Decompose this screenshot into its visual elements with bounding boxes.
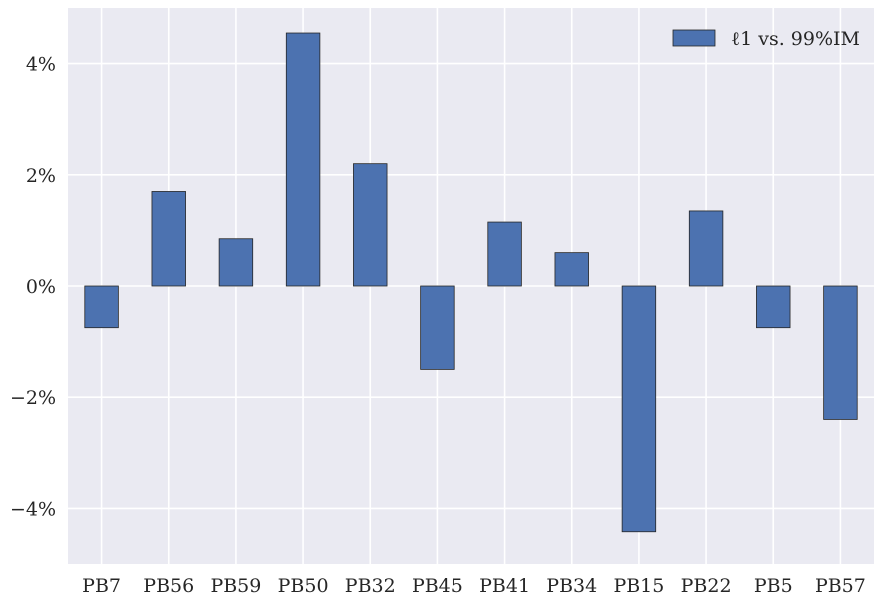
bar-pb56	[151, 191, 186, 287]
bar-pb22	[688, 210, 724, 287]
x-tick-label: PB15	[613, 575, 664, 597]
y-tick-label: 0%	[26, 276, 56, 298]
legend: ℓ1 vs. 99%IM	[672, 28, 860, 50]
x-tick-label: PB22	[681, 575, 732, 597]
x-tick-label: PB32	[345, 575, 396, 597]
y-tick-label: −4%	[10, 498, 56, 520]
bar-pb34	[554, 252, 589, 287]
bar-pb7	[84, 285, 119, 329]
y-axis-ticks: −4% −2% 0% 2% 4%	[10, 54, 56, 521]
x-tick-label: PB57	[815, 575, 866, 597]
bars	[84, 32, 858, 533]
bar-pb5	[756, 285, 791, 329]
bar-pb41	[487, 221, 522, 287]
legend-swatch	[672, 29, 716, 47]
x-tick-label: PB7	[82, 575, 121, 597]
bar-pb59	[218, 238, 254, 287]
y-tick-label: −2%	[10, 387, 56, 409]
x-axis-ticks: PB7 PB56 PB59 PB50 PB32 PB45 PB41 PB34 PB15 PB22 P…	[82, 575, 866, 597]
x-tick-label: PB41	[479, 575, 530, 597]
bar-pb32	[353, 163, 388, 287]
y-tick-label: 2%	[26, 165, 56, 187]
x-tick-label: PB5	[754, 575, 793, 597]
x-tick-label: PB34	[546, 575, 597, 597]
legend-label: ℓ1 vs. 99%IM	[731, 28, 860, 50]
x-tick-label: PB50	[278, 575, 329, 597]
bar-pb57	[823, 285, 858, 420]
y-tick-label: 4%	[26, 54, 56, 76]
bar-pb50	[285, 32, 321, 287]
x-tick-label: PB59	[210, 575, 261, 597]
x-tick-label: PB56	[143, 575, 194, 597]
bar-pb45	[420, 285, 455, 370]
bar-pb15	[621, 285, 657, 533]
x-tick-label: PB45	[412, 575, 463, 597]
